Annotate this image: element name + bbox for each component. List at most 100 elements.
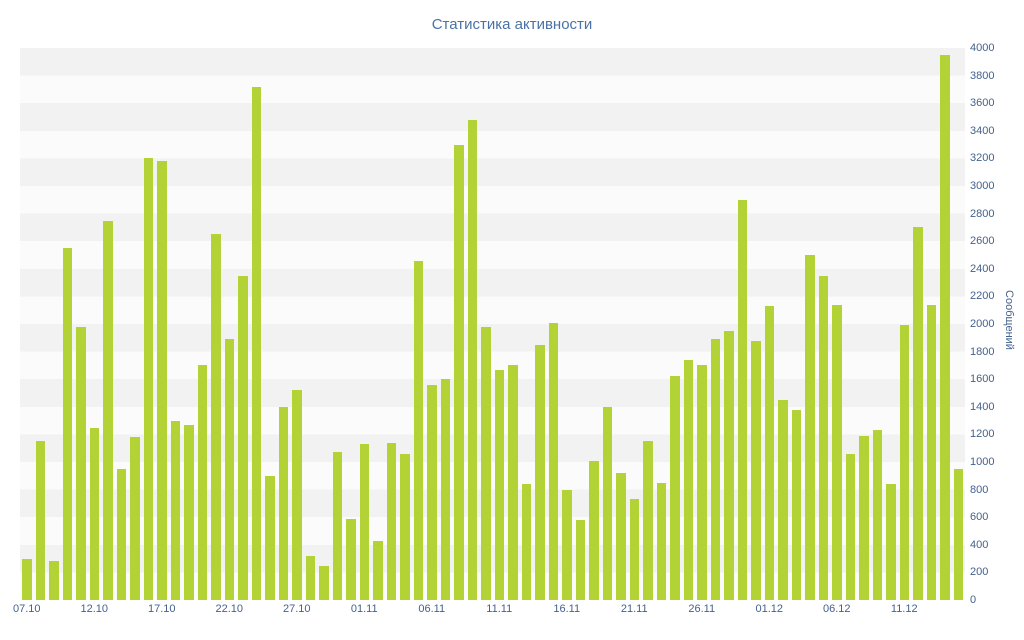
bar[interactable] [427,384,437,600]
bar[interactable] [764,306,774,600]
x-tick-label: 21.11 [620,603,648,615]
y-tick-label: 600 [970,511,989,524]
bar[interactable] [562,489,572,600]
x-axis-labels: 07.10 12.10 17.10 22.10 27.10 01.11 06.11 11.11… [13,603,965,619]
y-tick-label: 1400 [970,400,995,413]
bar[interactable] [278,406,288,600]
bar[interactable] [926,304,936,600]
bar[interactable] [494,369,504,600]
bar[interactable] [953,468,963,600]
bar[interactable] [683,359,693,600]
bar[interactable] [670,376,680,600]
y-tick-label: 400 [970,538,989,551]
x-tick-label: 12.10 [80,603,109,615]
bar-series [20,48,965,600]
bar[interactable] [616,473,626,600]
x-tick-label: 06.12 [822,603,851,615]
chart-title: Статистика активности [431,16,593,33]
bar[interactable] [724,330,734,600]
bar[interactable] [184,424,194,600]
x-tick-label: 11.12 [890,603,918,615]
x-tick-label: 17.10 [147,603,176,615]
bar[interactable] [845,453,855,600]
bar[interactable] [332,452,342,600]
y-tick-label: 1600 [970,373,995,386]
bar[interactable] [170,420,180,600]
bar[interactable] [521,484,531,600]
bar[interactable] [872,430,882,600]
y-tick-label: 3200 [970,152,995,165]
bar[interactable] [778,399,788,600]
bar[interactable] [22,558,32,600]
bar[interactable] [440,379,450,600]
bar[interactable] [602,406,612,600]
bar[interactable] [319,565,329,600]
x-tick-label: 07.10 [12,603,41,615]
bar[interactable] [913,227,923,600]
bar[interactable] [76,326,86,600]
bar[interactable] [751,340,761,600]
bar[interactable] [413,260,423,600]
bar[interactable] [35,441,45,600]
bar[interactable] [805,255,815,600]
bar[interactable] [575,519,585,600]
y-tick-label: 800 [970,483,989,496]
bar[interactable] [818,275,828,600]
y-axis-labels: 0 200 400 600 800 1000 1200 1400 1600 1800 2000 220… [970,42,1004,606]
y-tick-label: 1000 [970,456,995,468]
plot-area [20,48,965,600]
bar[interactable] [791,409,801,600]
bar[interactable] [157,161,167,600]
x-tick-label: 27.10 [282,603,311,615]
bar[interactable] [346,518,356,600]
bar[interactable] [116,468,126,600]
bar[interactable] [737,199,747,600]
y-axis-title: Сообщений [1003,290,1015,350]
bar[interactable] [886,484,896,600]
bar[interactable] [265,475,275,600]
bar[interactable] [710,339,720,600]
bar[interactable] [103,220,113,600]
bar[interactable] [143,158,153,600]
y-tick-label: 200 [970,566,989,579]
bar[interactable] [467,119,477,600]
bar[interactable] [373,540,383,600]
bar[interactable] [832,304,842,600]
y-tick-label: 2800 [970,207,995,220]
bar[interactable] [62,248,72,600]
bar[interactable] [292,390,302,600]
bar[interactable] [548,322,558,600]
bar[interactable] [656,482,666,600]
y-tick-label: 3600 [970,97,995,110]
bar[interactable] [508,365,518,600]
bar[interactable] [197,365,207,600]
bar[interactable] [899,325,909,600]
bar[interactable] [589,460,599,600]
bar[interactable] [251,86,261,600]
bar[interactable] [305,555,315,600]
bar[interactable] [535,344,545,600]
bar[interactable] [224,339,234,600]
y-tick-label: 2400 [970,262,995,275]
y-tick-label: 3400 [970,124,995,137]
bar[interactable] [859,435,869,600]
bar[interactable] [697,365,707,600]
bar[interactable] [386,442,396,600]
bar[interactable] [400,453,410,600]
bar[interactable] [481,326,491,600]
y-tick-label: 1200 [970,428,995,441]
y-tick-label: 3000 [970,180,995,192]
x-tick-label: 16.11 [553,603,581,615]
bar[interactable] [940,54,950,600]
bar[interactable] [130,437,140,600]
bar[interactable] [359,444,369,600]
y-tick-label: 1800 [970,345,995,358]
bar[interactable] [454,144,464,600]
y-tick-label: 2600 [970,235,995,248]
bar[interactable] [211,234,221,600]
bar[interactable] [238,275,248,600]
bar[interactable] [89,427,99,600]
bar[interactable] [643,441,653,600]
bar[interactable] [49,561,59,600]
bar[interactable] [629,499,639,600]
